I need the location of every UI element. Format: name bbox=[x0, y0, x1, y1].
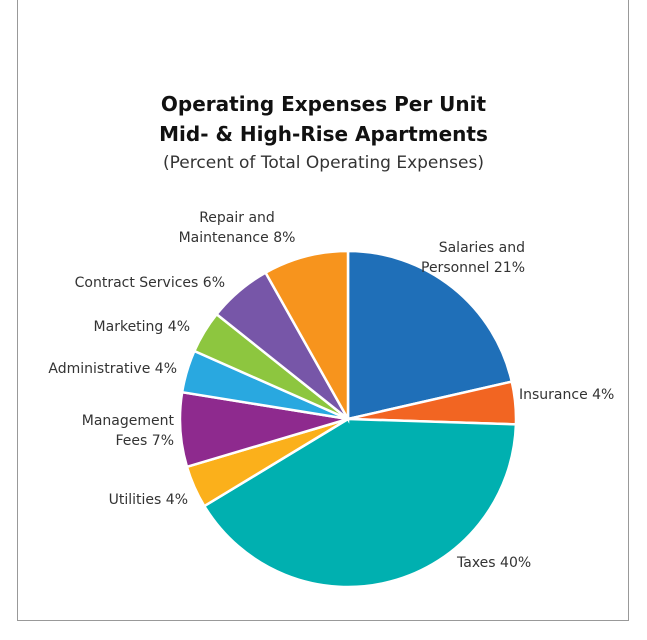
frame bbox=[17, 0, 629, 621]
slice-category: Utilities bbox=[108, 492, 162, 508]
slice-category: Administrative bbox=[48, 361, 151, 377]
slice-category: Insurance bbox=[519, 387, 588, 403]
slice-category: Taxes bbox=[457, 555, 496, 571]
slice-category: Repair and Maintenance bbox=[178, 210, 275, 246]
slice-label: Administrative 4% bbox=[20, 359, 177, 379]
slice-value: 4% bbox=[154, 361, 177, 377]
slice-label: Salaries and Personnel 21% bbox=[403, 238, 525, 278]
pie-slice bbox=[346, 249, 514, 421]
slice-label: Utilities 4% bbox=[66, 490, 188, 510]
pie-slice bbox=[202, 417, 518, 589]
slice-category: Marketing bbox=[93, 319, 164, 335]
slice-label: Repair and Maintenance 8% bbox=[172, 208, 302, 248]
slice-value: 8% bbox=[273, 230, 296, 246]
slice-value: 4% bbox=[167, 319, 190, 335]
chart-subtitle: Mid- & High-Rise Apartments bbox=[159, 122, 488, 146]
slice-value: 7% bbox=[151, 433, 174, 449]
slice-value: 6% bbox=[202, 275, 225, 291]
slice-label: Contract Services 6% bbox=[40, 273, 225, 293]
slice-category: Salaries and Personnel bbox=[421, 240, 525, 276]
slice-category: Contract Services bbox=[74, 275, 199, 291]
slice-label: Management Fees 7% bbox=[72, 411, 174, 451]
slice-value: 4% bbox=[592, 387, 615, 403]
pie-slice bbox=[263, 249, 350, 424]
slice-label: Taxes 40% bbox=[457, 553, 567, 573]
slice-category: Management Fees bbox=[81, 413, 174, 449]
slice-label: Insurance 4% bbox=[519, 385, 629, 405]
chart-caption: (Percent of Total Operating Expenses) bbox=[163, 153, 484, 173]
slice-value: 40% bbox=[500, 555, 532, 571]
slice-label: Marketing 4% bbox=[40, 317, 190, 337]
slice-value: 21% bbox=[493, 260, 525, 276]
slice-value: 4% bbox=[165, 492, 188, 508]
chart-title: Operating Expenses Per Unit bbox=[160, 92, 487, 116]
